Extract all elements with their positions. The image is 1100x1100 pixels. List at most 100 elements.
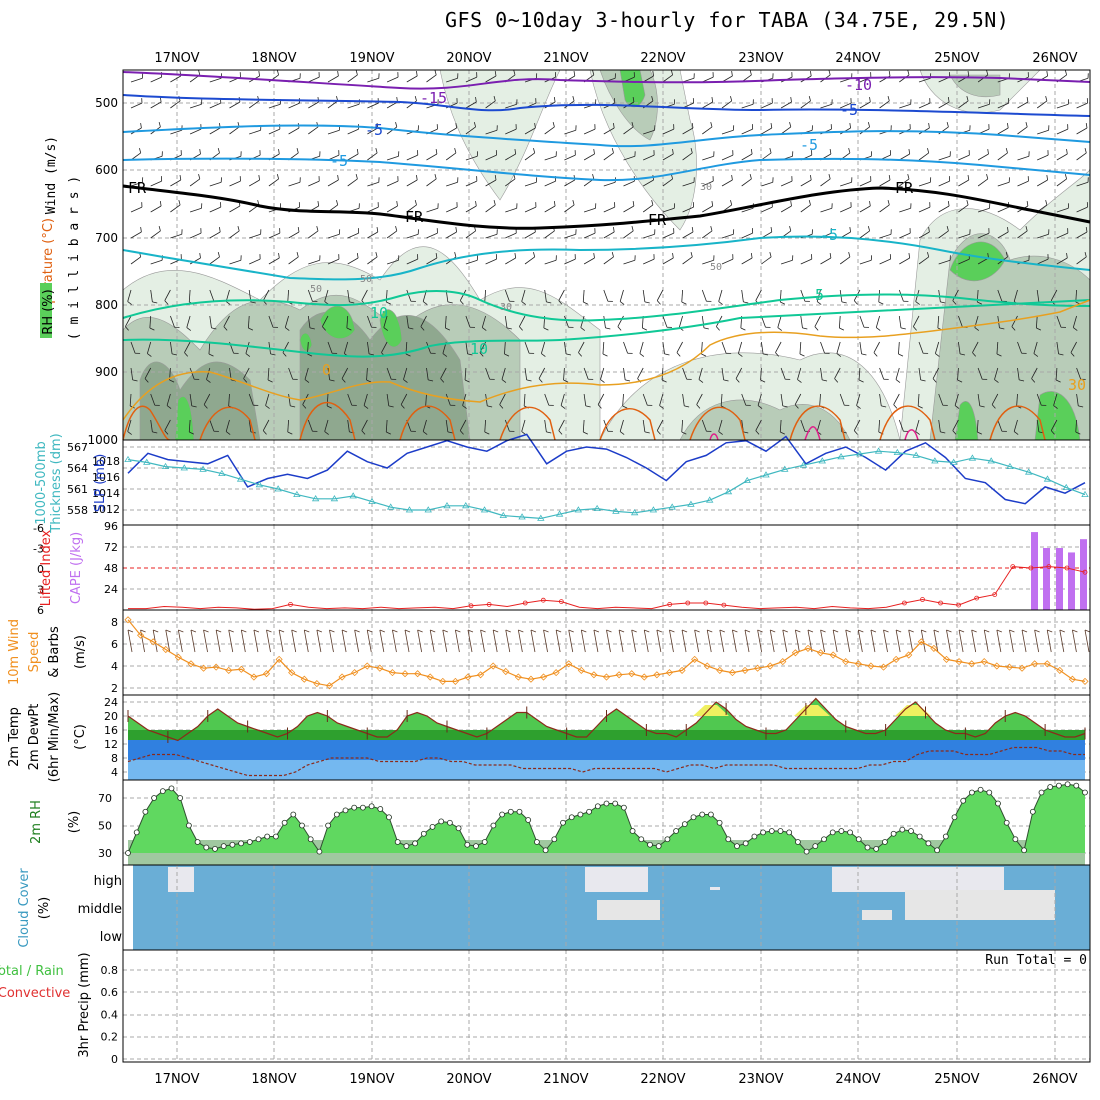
rh-point <box>316 848 323 855</box>
wind-barb-flag <box>198 174 201 180</box>
wind-barb-flag <box>698 379 704 383</box>
isotherm-line <box>122 184 1091 230</box>
wind-barb-flag <box>652 70 654 77</box>
wind-barb <box>619 419 624 432</box>
wind-barb-flag <box>839 327 845 331</box>
wind-barb-flag <box>593 252 595 259</box>
cloud-clear-middle <box>905 890 1055 920</box>
wind-barb <box>623 230 634 239</box>
wind-barb <box>619 289 624 302</box>
wind-speed-point <box>640 673 648 681</box>
surface-wind-barb-flag <box>681 629 688 633</box>
rh-point <box>638 836 645 843</box>
wind-barb <box>1076 231 1088 239</box>
wind-barb-flag <box>790 200 792 207</box>
surface-wind-barb-flag <box>568 629 574 633</box>
precip-tick: 0.6 <box>101 986 119 999</box>
surface-wind-barb-flag <box>732 629 738 633</box>
wind-barb <box>268 128 281 135</box>
wind-barb <box>775 341 782 353</box>
temp-tick: 24 <box>104 696 118 709</box>
wind-barb-flag <box>573 70 576 77</box>
wind-barb <box>642 204 654 213</box>
wind-speed-point <box>577 666 585 674</box>
rh-point <box>377 806 384 812</box>
wind-barb <box>938 230 949 239</box>
wind-barb-flag <box>1005 148 1008 154</box>
surface-wind-barb <box>316 629 322 653</box>
wind-barb <box>1037 233 1049 239</box>
chart-title: GFS 0~10day 3-hourly for TABA (34.75E, 2… <box>445 8 1010 32</box>
wind-barb <box>840 206 852 213</box>
surface-wind-barb-flag <box>165 629 171 633</box>
date-label-top: 18NOV <box>251 51 296 66</box>
wind-tick: 6 <box>111 638 118 651</box>
wind-barb-flag <box>211 327 217 330</box>
li-axis-label: Lifted Index <box>39 529 54 606</box>
precip-tick: 0.4 <box>101 1008 119 1021</box>
surface-wind-barb <box>379 629 385 653</box>
rh-point <box>777 828 784 834</box>
wind-barb-flag <box>171 353 178 356</box>
date-label-top: 22NOV <box>640 51 685 66</box>
wind-barb <box>642 289 646 302</box>
wind-barb <box>879 393 882 406</box>
wind-barb-flag <box>464 379 470 383</box>
wind-barb <box>839 256 851 265</box>
wind-barb-flag <box>467 353 473 356</box>
rh-point <box>473 843 479 850</box>
wind-barb-flag <box>592 174 595 180</box>
wind-barb <box>367 206 379 213</box>
wind-speed-point <box>766 662 774 670</box>
wind-barb <box>288 181 301 187</box>
wind-barb <box>701 419 707 432</box>
wind-speed-point <box>502 667 510 676</box>
wind-barb <box>262 419 270 431</box>
wind-barb <box>130 206 143 213</box>
rh-point <box>864 844 871 851</box>
wind-barb <box>761 256 772 265</box>
thickness-point <box>1006 462 1014 469</box>
wind-barb-flag <box>848 148 851 154</box>
rh-point <box>246 839 253 845</box>
wind-barb-flag <box>356 148 359 155</box>
thickness-point <box>124 455 132 462</box>
wind-barb <box>761 127 772 135</box>
wind-barb <box>935 341 940 354</box>
wind-barb-flag <box>322 326 326 331</box>
surface-wind-barb <box>946 629 951 653</box>
surface-wind-barb-flag <box>958 629 965 633</box>
rh-point <box>951 814 958 821</box>
wind-barb <box>288 127 300 135</box>
surface-wind-barb-flag <box>253 629 260 633</box>
wind-barb-flag <box>395 226 398 232</box>
date-label-bottom: 21NOV <box>543 1072 588 1087</box>
wind-barb <box>150 393 156 406</box>
wind-barb <box>899 207 911 213</box>
wind-barb-flag <box>265 405 270 409</box>
thickness-point <box>912 451 920 458</box>
wind-barb-flag <box>917 405 923 409</box>
wind-speed-point <box>275 655 283 663</box>
thickness-point <box>987 457 995 464</box>
wind-barb-flag <box>907 174 910 180</box>
wind-barb <box>564 233 576 239</box>
wind-barb-flag <box>179 174 182 181</box>
wind-barb-flag <box>262 430 267 435</box>
wind-barb <box>465 230 476 239</box>
rh-point <box>647 841 653 848</box>
thickness-point <box>724 488 733 495</box>
wind-barb <box>623 341 628 354</box>
rh-point <box>438 818 445 825</box>
wind-barb-flag <box>1026 96 1029 103</box>
wind-barb <box>444 315 447 328</box>
wind-barb <box>994 367 999 380</box>
wind-barb <box>505 178 516 187</box>
wind-barb-flag <box>578 352 583 357</box>
wind-barb-flag <box>337 174 339 181</box>
wind-barb-flag <box>769 148 772 154</box>
isotherm-label: -5 <box>800 136 818 154</box>
wind-barb <box>164 289 171 301</box>
cloud-clear-high <box>832 867 1004 892</box>
